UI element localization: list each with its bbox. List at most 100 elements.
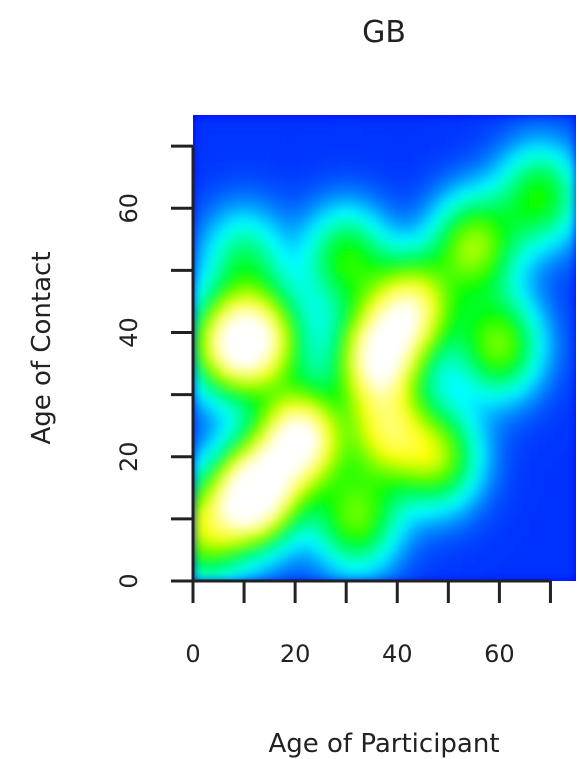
heatmap-cell [399,422,409,433]
heatmap-cell [261,170,271,181]
heatmap-cell [338,553,347,563]
heatmap-cell [246,152,255,163]
heatmap-cell [476,245,485,256]
heatmap-cell [361,487,370,498]
heatmap-cell [300,515,309,526]
heatmap-cell [307,310,317,321]
heatmap-cell [537,217,546,228]
heatmap-cell [468,133,478,144]
heatmap-cell [307,441,317,452]
heatmap-cell [238,515,248,526]
heatmap-cell [300,152,309,163]
heatmap-cell [537,236,546,247]
heatmap-cell [560,571,569,581]
heatmap-cell [530,338,539,349]
heatmap-cell [422,413,432,424]
heatmap-cell [553,375,562,386]
heatmap-cell [346,217,355,228]
heatmap-cell [484,562,493,573]
heatmap-cell [422,385,432,396]
heatmap-cell [223,366,232,377]
heatmap-cell [208,264,217,275]
heatmap-cell [399,385,409,396]
heatmap-cell [361,338,370,349]
heatmap-cell [407,366,416,377]
heatmap-cell [238,338,248,349]
heatmap-cell [330,385,340,396]
heatmap-cell [545,441,554,452]
heatmap-cell [215,562,225,573]
heatmap-cell [346,543,355,554]
heatmap-cell [399,450,409,461]
heatmap-cell [415,403,424,414]
heatmap-cell [422,357,432,368]
heatmap-cell [468,459,478,470]
heatmap-cell [537,487,546,498]
heatmap-cell [476,329,485,340]
heatmap-cell [346,571,355,581]
heatmap-cell [346,431,355,442]
heatmap-cell [507,348,516,358]
heatmap-cell [300,385,309,396]
heatmap-cell [522,478,531,489]
heatmap-cell [453,441,462,452]
heatmap-cell [200,124,209,135]
heatmap-cell [384,226,393,237]
heatmap-cell [261,124,271,135]
heatmap-cell [315,497,324,508]
heatmap-cell [277,375,286,386]
heatmap-cell [537,208,546,219]
heatmap-cell [338,208,347,219]
heatmap-cell [560,301,569,312]
heatmap-cell [445,553,455,563]
heatmap-cell [499,236,508,247]
heatmap-cell [246,124,255,135]
heatmap-cell [215,441,225,452]
heatmap-cell [223,375,232,386]
heatmap-cell [514,273,523,284]
heatmap-cell [568,189,576,200]
heatmap-cell [445,506,455,517]
heatmap-cell [231,329,240,340]
heatmap-cell [484,385,493,396]
heatmap-cell [200,329,209,340]
heatmap-cell [361,170,370,181]
heatmap-cell [346,385,355,396]
heatmap-cell [499,506,508,517]
heatmap-cell [560,264,569,275]
heatmap-cell [468,469,478,480]
heatmap-cell [438,170,447,181]
heatmap-cell [307,543,317,554]
heatmap-cell [499,115,508,125]
heatmap-cell [208,217,217,228]
heatmap-cell [284,142,294,153]
heatmap-cell [453,348,462,358]
heatmap-cell [200,413,209,424]
heatmap-cell [461,562,470,573]
heatmap-cell [530,320,539,330]
heatmap-cell [346,133,355,144]
heatmap-cell [330,264,340,275]
heatmap-cell [269,301,278,312]
heatmap-cell [553,320,562,330]
heatmap-cell [514,571,523,581]
heatmap-cell [346,478,355,489]
heatmap-cell [384,301,393,312]
heatmap-cell [514,189,523,200]
heatmap-cell [200,254,209,265]
heatmap-cell [491,198,500,209]
heatmap-cell [507,515,516,526]
heatmap-cell [323,515,332,526]
heatmap-cell [246,254,255,265]
heatmap-cell [376,161,386,172]
heatmap-cell [560,478,569,489]
heatmap-cell [361,245,370,256]
heatmap-cell [407,375,416,386]
heatmap-cell [284,273,294,284]
heatmap-cell [300,217,309,228]
heatmap-cell [415,571,424,581]
heatmap-cell [376,357,386,368]
heatmap-cell [514,422,523,433]
heatmap-cell [392,310,401,321]
heatmap-cell [292,264,301,275]
